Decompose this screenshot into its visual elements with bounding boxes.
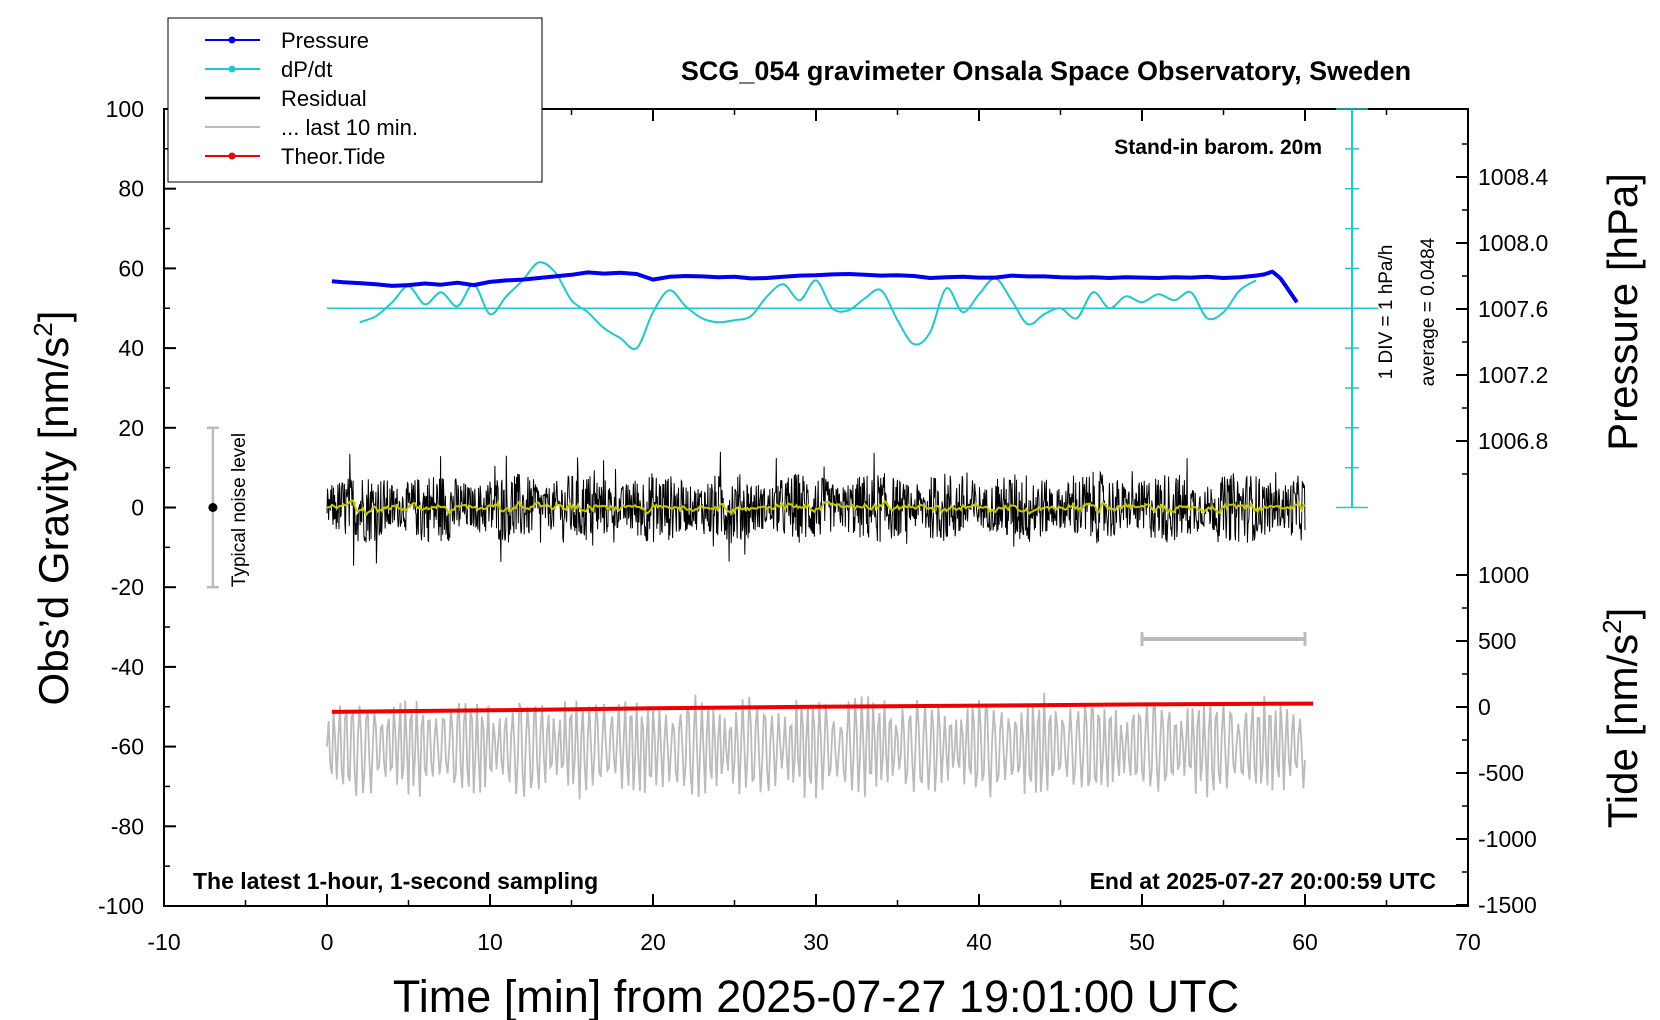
- x-tick-label: 40: [966, 929, 992, 955]
- noise-note: Typical noise level: [229, 433, 250, 587]
- tide-axis-label-main: Tide [nm/s: [1599, 634, 1646, 829]
- end-at-note: End at 2025-07-27 20:00:59 UTC: [1090, 868, 1436, 894]
- pressure-tick-label: 1008.4: [1478, 164, 1549, 190]
- legend-swatch-dot: [228, 65, 236, 73]
- tide-tick-label: 0: [1478, 694, 1491, 720]
- legend-label: Residual: [281, 86, 367, 111]
- y-tick-label: 60: [118, 255, 144, 281]
- x-tick-label: 10: [477, 929, 503, 955]
- legend-label: ... last 10 min.: [281, 115, 418, 140]
- y-tick-label: -100: [98, 893, 144, 919]
- div-note: 1 DIV = 1 hPa/h: [1376, 245, 1397, 380]
- x-tick-label: 30: [803, 929, 829, 955]
- legend: Pressure dP/dt Residual ... last 10 min. The…: [167, 17, 543, 183]
- tide-axis-label-sup: 2: [1597, 619, 1627, 633]
- legend-label: dP/dt: [281, 57, 332, 82]
- y-tick-label: 0: [131, 495, 144, 521]
- y-axis-label-left-end: ]: [30, 311, 77, 323]
- tide-tick-label: 500: [1478, 628, 1516, 654]
- x-axis-ticks: -10 0 10 20 30 40 50 60 70: [147, 109, 1481, 955]
- tide-tick-label: -1500: [1478, 892, 1537, 918]
- pressure-series-line: [331, 269, 1299, 304]
- x-axis-label: Time [min] from 2025-07-27 19:01:00 UTC: [393, 971, 1239, 1020]
- x-tick-label: 60: [1292, 929, 1318, 955]
- x-tick-label: 0: [321, 929, 334, 955]
- tide-axis-label-end: ]: [1599, 608, 1646, 620]
- x-tick-label: 50: [1129, 929, 1155, 955]
- pressure-tick-label: 1006.8: [1478, 428, 1548, 454]
- chart-title: SCG_054 gravimeter Onsala Space Observat…: [681, 56, 1411, 86]
- series-layer: [206, 261, 1379, 800]
- pressure-axis-ticks: 1008.4 1008.0 1007.6 1007.2 1006.8: [1456, 143, 1549, 475]
- y-tick-label: -60: [111, 734, 144, 760]
- y-tick-label: 80: [118, 176, 144, 202]
- noise-bar-dot: [208, 503, 218, 512]
- y-axis-label-left-main: Obs’d Gravity [nm/s: [30, 337, 77, 706]
- legend-swatch-dot: [228, 36, 236, 44]
- y-tick-label: 20: [118, 415, 144, 441]
- legend-label: Theor.Tide: [281, 144, 385, 169]
- residual-smooth-line: [326, 499, 1306, 517]
- pressure-tick-label: 1007.2: [1478, 362, 1548, 388]
- tide-tick-label: -500: [1478, 760, 1524, 786]
- y-tick-label: 100: [106, 96, 144, 122]
- y-tick-label: -20: [111, 574, 144, 600]
- pressure-tick-label: 1008.0: [1478, 230, 1548, 256]
- y-axis-label-left-sup: 2: [28, 322, 58, 336]
- tide-series-line: [331, 701, 1314, 714]
- y-axis-ticks: 100 80 60 40 20 0 -20 -40 -60 -80 -100: [98, 96, 176, 919]
- residual-series-line: [326, 451, 1306, 566]
- latest-note: The latest 1-hour, 1-second sampling: [193, 868, 598, 894]
- tide-axis-label: Tide [nm/s2]: [1597, 608, 1646, 829]
- y-tick-label: -80: [111, 813, 144, 839]
- y-axis-label-left: Obs’d Gravity [nm/s2]: [28, 311, 77, 706]
- average-note: average = 0.0484: [1418, 237, 1439, 386]
- tide-tick-label: 1000: [1478, 562, 1529, 588]
- legend-swatch-dot: [228, 152, 236, 160]
- pressure-axis-label: Pressure [hPa]: [1599, 173, 1646, 451]
- tide-axis-ticks: 1000 500 0 -500 -1000 -1500: [1456, 562, 1537, 918]
- stand-in-note: Stand-in barom. 20m: [1114, 136, 1322, 159]
- last10-series-line: [326, 692, 1306, 800]
- tide-tick-label: -1000: [1478, 826, 1537, 852]
- legend-items: Pressure dP/dt Residual ... last 10 min. The…: [205, 28, 418, 169]
- x-tick-label: 20: [640, 929, 666, 955]
- dpdt-series-line: [359, 261, 1257, 351]
- pressure-tick-label: 1007.6: [1478, 296, 1548, 322]
- y-tick-label: 40: [118, 335, 144, 361]
- y-tick-label: -40: [111, 654, 144, 680]
- legend-label: Pressure: [281, 28, 369, 53]
- x-tick-label: 70: [1455, 929, 1481, 955]
- x-tick-label: -10: [147, 929, 180, 955]
